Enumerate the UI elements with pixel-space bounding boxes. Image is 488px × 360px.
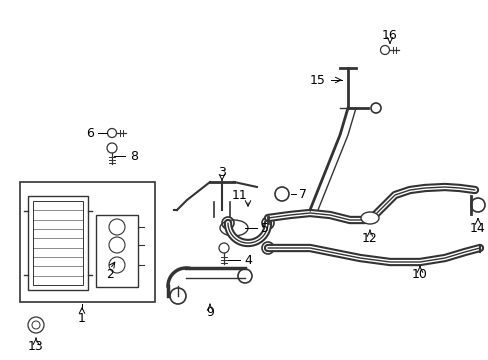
Text: 6: 6 [86,126,94,140]
Text: 14: 14 [469,221,485,234]
Ellipse shape [360,212,378,224]
Bar [96,215,138,287]
Text: 7: 7 [298,188,306,201]
Text: 15: 15 [309,73,325,86]
Bar [33,201,83,285]
Text: 3: 3 [218,166,225,179]
Text: 9: 9 [205,306,214,319]
Bar [20,182,155,302]
Text: 5: 5 [261,221,268,234]
Text: 1: 1 [78,311,86,324]
Text: 10: 10 [411,269,427,282]
Bar [28,196,88,290]
Text: 13: 13 [28,339,44,352]
Text: 2: 2 [106,267,114,280]
Text: 4: 4 [244,253,251,266]
Text: 8: 8 [130,149,138,162]
Text: 11: 11 [232,189,247,202]
Text: 16: 16 [381,28,397,41]
Text: 12: 12 [362,231,377,244]
